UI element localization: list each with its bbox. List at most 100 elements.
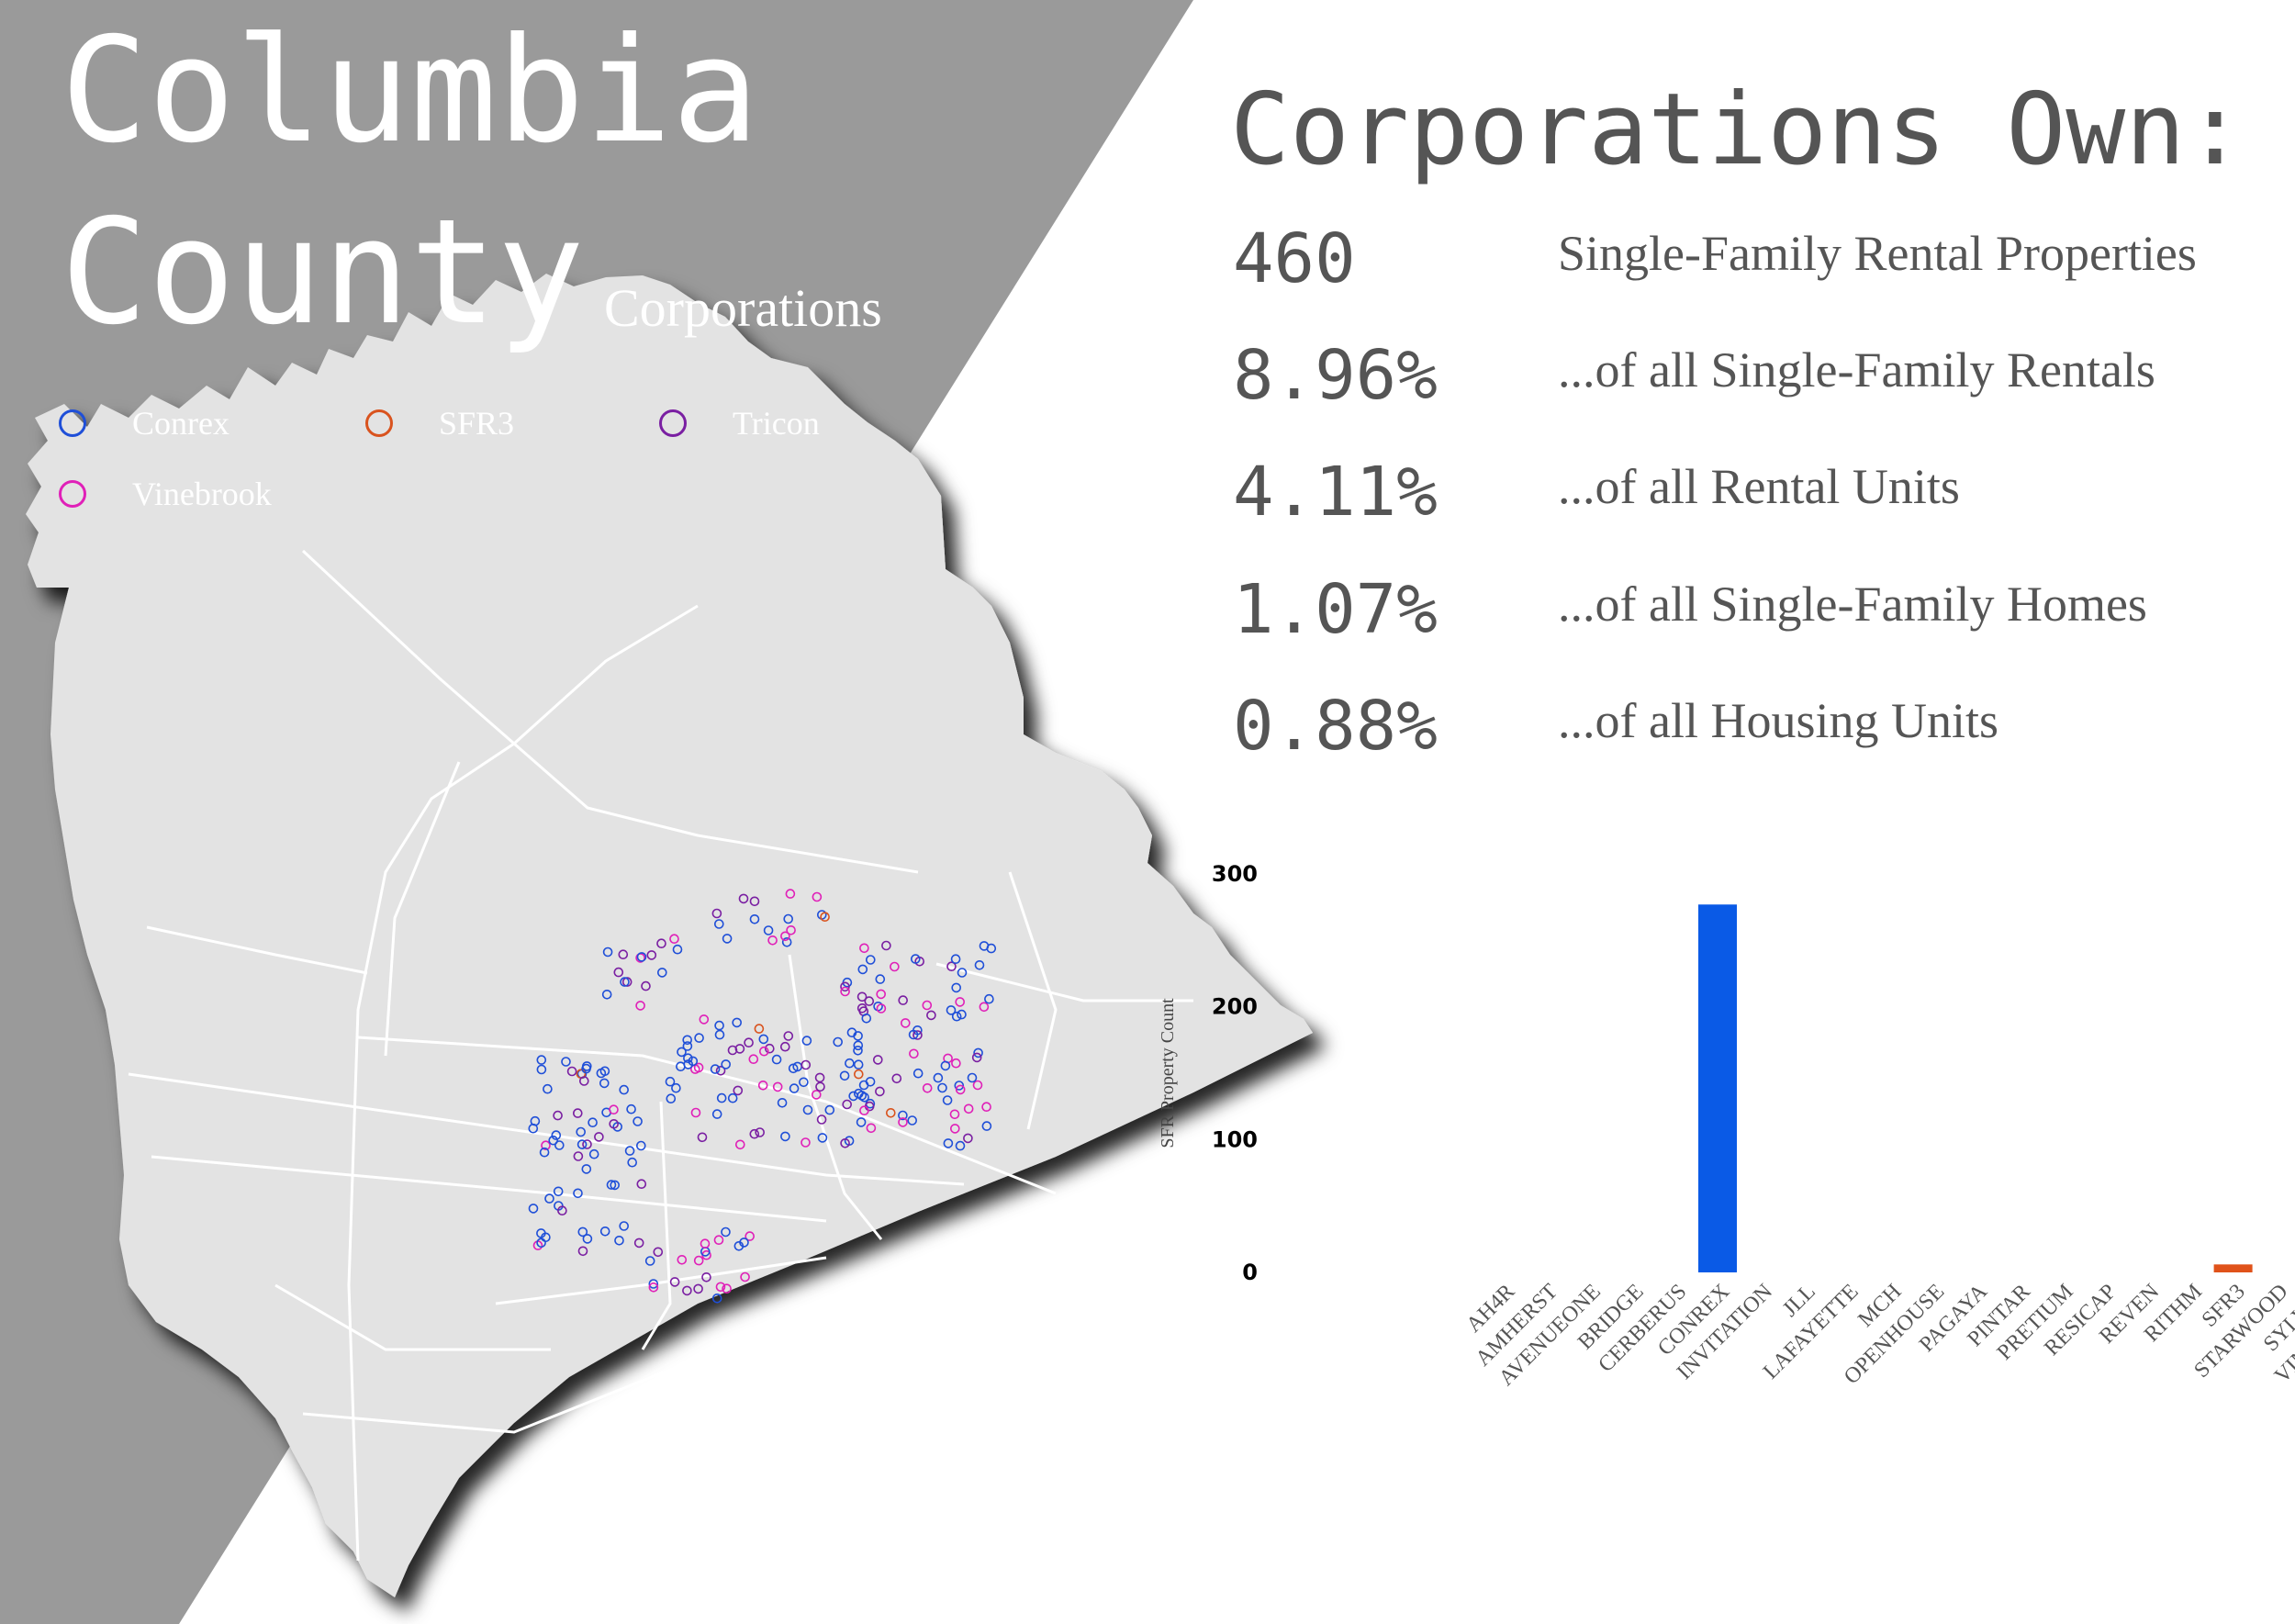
property-point xyxy=(734,1139,745,1150)
property-point xyxy=(528,1204,539,1214)
property-point xyxy=(582,1234,593,1244)
property-point xyxy=(619,1221,630,1231)
property-point xyxy=(801,1036,812,1046)
property-point xyxy=(677,1047,687,1058)
property-point xyxy=(541,1140,551,1150)
property-point xyxy=(722,1283,732,1294)
property-point xyxy=(842,1099,853,1110)
bar-sfr3 xyxy=(2213,1264,2253,1272)
property-point xyxy=(738,893,749,904)
property-point xyxy=(582,1139,592,1149)
property-point xyxy=(713,1235,724,1245)
legend-label: Tricon xyxy=(733,405,820,442)
property-point xyxy=(627,1157,638,1168)
property-point xyxy=(646,950,657,960)
property-point xyxy=(942,1095,953,1105)
property-points xyxy=(528,889,997,1304)
property-point xyxy=(732,1017,743,1028)
property-point xyxy=(553,1186,564,1197)
circle-icon xyxy=(365,409,393,437)
property-point xyxy=(566,1066,577,1077)
stat-label: ...of all Single-Family Rentals xyxy=(1558,342,2155,398)
property-point xyxy=(955,997,965,1007)
property-point xyxy=(853,1031,863,1041)
circle-icon xyxy=(59,409,86,437)
property-point xyxy=(715,1066,726,1076)
property-point xyxy=(701,1272,711,1282)
property-point xyxy=(576,1126,587,1137)
legend-item-tricon: Tricon xyxy=(659,404,820,442)
property-point xyxy=(963,1103,974,1114)
stat-label: ...of all Housing Units xyxy=(1558,693,1998,748)
property-point xyxy=(749,913,760,924)
property-point xyxy=(694,1033,704,1043)
property-point xyxy=(881,940,891,951)
property-point xyxy=(967,1072,978,1083)
property-point xyxy=(544,1193,554,1204)
property-point xyxy=(693,1283,703,1294)
property-point xyxy=(949,1109,960,1120)
property-point xyxy=(955,1084,966,1095)
stat-value: 4.11% xyxy=(1233,453,1438,532)
property-point xyxy=(922,1000,933,1011)
property-point xyxy=(635,1001,645,1011)
property-point xyxy=(561,1057,571,1067)
property-point xyxy=(700,1238,711,1249)
property-point xyxy=(866,1123,877,1134)
property-point xyxy=(688,1056,699,1067)
property-point xyxy=(666,1093,677,1103)
property-point xyxy=(802,1104,813,1115)
property-point xyxy=(951,1011,962,1022)
property-point xyxy=(758,1034,769,1045)
property-point xyxy=(633,1116,643,1126)
property-point xyxy=(536,1064,547,1075)
stat-value: 1.07% xyxy=(1233,570,1438,649)
property-point xyxy=(599,1078,610,1089)
property-point xyxy=(984,993,994,1004)
property-point xyxy=(682,1035,693,1046)
y-tick-label: 300 xyxy=(1212,861,1258,887)
property-point xyxy=(693,1255,704,1266)
property-point xyxy=(859,1105,869,1115)
stat-label: ...of all Rental Units xyxy=(1558,459,1960,514)
property-point xyxy=(727,1045,738,1056)
y-axis-label: SFR Property Count xyxy=(1158,998,1178,1148)
property-point xyxy=(972,1080,983,1091)
property-point xyxy=(588,1148,599,1159)
property-point xyxy=(789,1083,800,1093)
property-point xyxy=(890,961,900,972)
legend-label: Vinebrook xyxy=(132,476,272,512)
property-point xyxy=(539,1147,550,1158)
property-point xyxy=(714,1029,725,1040)
stat-value: 0.88% xyxy=(1233,687,1438,766)
property-point xyxy=(943,1138,954,1148)
y-tick-label: 0 xyxy=(1242,1260,1258,1285)
property-point xyxy=(856,1117,867,1127)
property-point xyxy=(599,1226,610,1237)
property-point xyxy=(613,967,624,978)
property-point xyxy=(861,1014,872,1024)
property-point xyxy=(682,1041,693,1051)
property-point xyxy=(543,1083,553,1094)
property-point xyxy=(711,1294,722,1304)
property-point xyxy=(602,946,613,958)
property-point xyxy=(665,1076,676,1087)
property-point xyxy=(981,1121,992,1131)
property-point xyxy=(950,954,961,964)
legend-label: SFR3 xyxy=(439,405,515,442)
property-point xyxy=(551,1130,562,1140)
property-point xyxy=(908,1029,919,1040)
property-point xyxy=(644,1256,655,1266)
property-point xyxy=(885,1108,896,1118)
stats-heading: Corporations Own: xyxy=(1230,73,2245,187)
property-point xyxy=(856,1003,868,1014)
property-point xyxy=(748,1054,759,1064)
property-point xyxy=(714,1020,724,1031)
property-point xyxy=(900,1018,911,1028)
property-point xyxy=(716,1092,727,1103)
property-point xyxy=(780,931,790,942)
property-point xyxy=(619,1084,630,1095)
property-point xyxy=(601,990,612,1000)
property-point xyxy=(963,1133,973,1144)
